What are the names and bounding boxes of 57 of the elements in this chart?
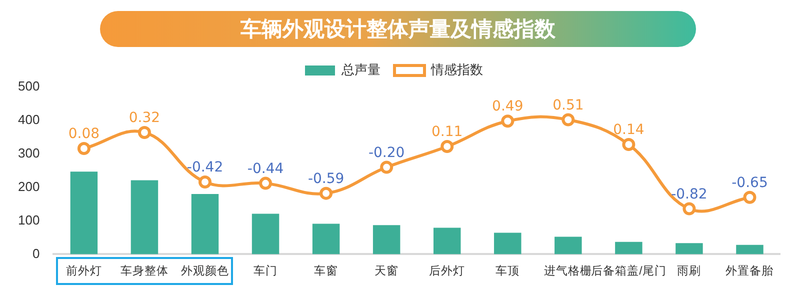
legend-label: 总声量 (340, 62, 380, 78)
bar (372, 225, 400, 254)
x-tick-label: 车顶 (496, 263, 520, 278)
x-tick-label: 车门 (254, 263, 278, 278)
x-tick-label: 进气格栅 (544, 264, 592, 278)
point (259, 176, 272, 190)
bar (130, 180, 158, 254)
point (682, 202, 696, 216)
point (440, 140, 454, 154)
point (380, 160, 394, 174)
point (77, 142, 90, 156)
bar (736, 244, 764, 254)
y-tick-label: 500 (18, 78, 40, 94)
y-tick-label: 100 (18, 212, 40, 228)
x-tick-label: 外观颜色 (181, 263, 230, 278)
x-tick-label: 前外灯 (66, 264, 102, 278)
data-label: -0.65 (732, 174, 768, 191)
y-tick-label: 0 (32, 246, 40, 261)
data-label: 0.32 (128, 110, 160, 126)
x-tick-label: 外置备胎 (726, 264, 774, 278)
point (743, 190, 756, 204)
data-label: 0.11 (432, 124, 463, 140)
data-label: -0.59 (308, 170, 344, 187)
x-tick-label: 天窗 (374, 263, 399, 278)
bar (494, 232, 522, 254)
y-tick-label: 300 (18, 145, 40, 160)
x-tick-label: 雨刷 (677, 264, 702, 278)
point (622, 138, 636, 152)
x-tick-label: 车身整体 (120, 263, 168, 278)
x-tick-label: 车窗 (314, 263, 338, 278)
data-label: 0.49 (492, 98, 524, 115)
bar (676, 243, 703, 254)
data-label: 0.51 (552, 97, 584, 114)
data-label: -0.44 (247, 160, 284, 177)
point (562, 113, 575, 126)
bar (191, 194, 219, 254)
x-tick-label: 后备箱盖/尾门 (591, 263, 666, 278)
bar (554, 236, 582, 254)
legend-label: 情感指数 (430, 62, 483, 78)
data-label: 0.08 (68, 126, 100, 142)
bar (433, 228, 461, 254)
bar (312, 224, 340, 254)
point (198, 175, 212, 188)
data-label: -0.20 (368, 144, 405, 161)
bar (615, 242, 642, 254)
x-tick-label: 后外灯 (429, 264, 466, 278)
data-label: 0.14 (613, 122, 644, 138)
y-tick-label: 200 (18, 178, 40, 194)
bar (70, 172, 98, 254)
bar (252, 214, 280, 254)
data-label: -0.42 (186, 160, 224, 176)
point (320, 186, 333, 200)
y-tick-label: 400 (18, 112, 40, 128)
point (138, 126, 151, 139)
data-label: -0.82 (671, 186, 708, 202)
chart-title: 车辆外观设计整体声量及情感指数 (100, 11, 696, 47)
point (501, 114, 514, 128)
